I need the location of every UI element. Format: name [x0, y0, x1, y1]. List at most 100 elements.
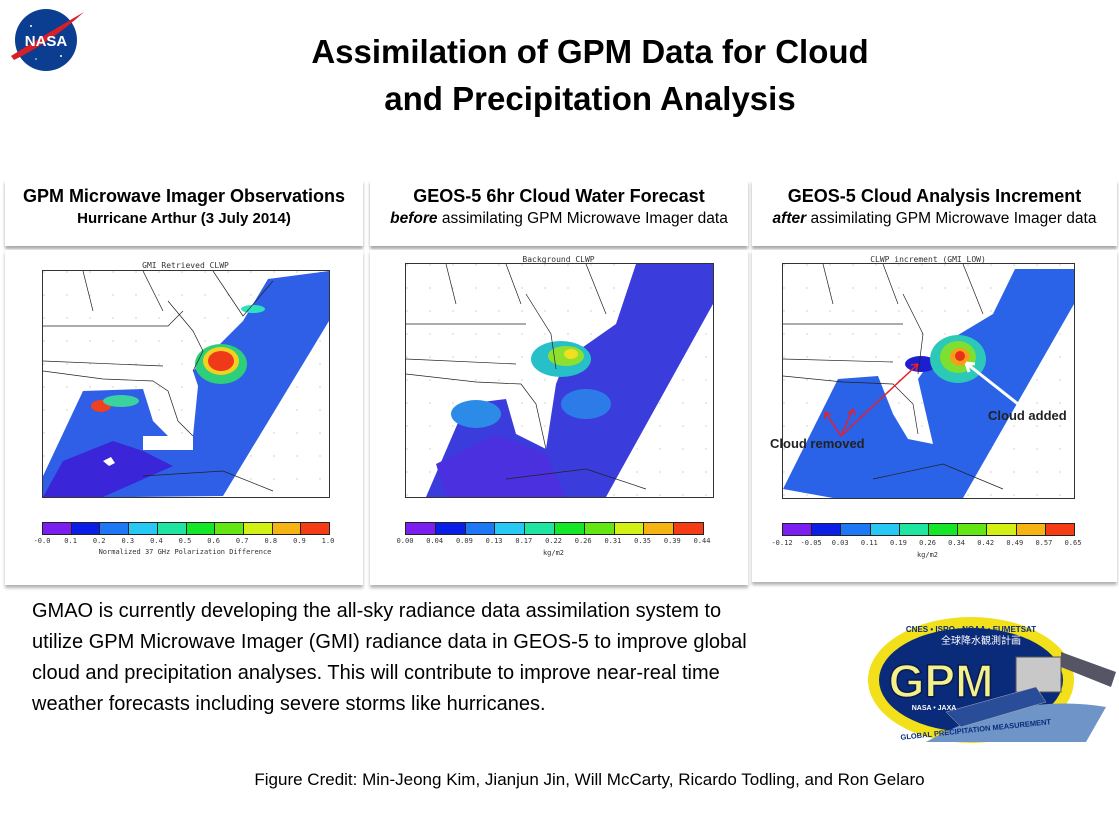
colorbar-tick-label: 0.5 [178, 537, 192, 545]
svg-text:NASA: NASA [25, 33, 68, 50]
colorbar-tick-label: -0.05 [800, 539, 822, 547]
panel-heading: GEOS-5 Cloud Analysis Increment [787, 186, 1082, 206]
clwp-increment-map [782, 263, 1075, 499]
description-paragraph: GMAO is currently developing the all-sky… [32, 596, 852, 720]
panel-3-header: GEOS-5 Cloud Analysis Increment after as… [752, 180, 1117, 246]
slide-title: Assimilation of GPM Data for Cloud and P… [200, 28, 980, 122]
colorbar-tick-label: 0.42 [977, 539, 995, 547]
colorbar-tick-label: 0.9 [293, 537, 306, 545]
colorbar-segment [435, 523, 466, 534]
colorbar-segment [157, 523, 187, 534]
cloud-removed-label: Cloud removed [770, 436, 865, 451]
colorbar-tick-label: 0.6 [207, 537, 220, 545]
colorbar-segment [71, 523, 101, 534]
colorbar-segment [129, 523, 158, 534]
background-clwp-map [405, 263, 714, 498]
colorbar-tick-label: 0.13 [485, 537, 503, 545]
colorbar-segment [301, 523, 330, 534]
colorbar-segment [929, 524, 959, 535]
colorbar-segment [584, 523, 615, 534]
colorbar-segment [783, 524, 813, 535]
colorbar-tick-label: 0.26 [919, 539, 936, 547]
colorbar-tick-label: 0.39 [663, 537, 681, 545]
colorbar-label: kg/m2 [916, 551, 939, 559]
colorbar-tick-label: -0.0 [33, 537, 51, 545]
colorbar-tick-label: 0.17 [515, 537, 533, 545]
colorbar-segment [987, 524, 1017, 535]
colorbar-tick-label: 0.34 [948, 539, 966, 547]
subheading-text: assimilating GPM Microwave Imager data [806, 210, 1097, 227]
colorbar-tick-label: 1.0 [321, 537, 335, 545]
panel-1-header: GPM Microwave Imager Observations Hurric… [5, 180, 363, 246]
colorbar-segment [644, 523, 675, 534]
map-title: GMI Retrieved CLWP [142, 261, 229, 270]
colorbar-segment [406, 523, 436, 534]
colorbar-segment [841, 524, 871, 535]
colorbar-tick-label: 0.65 [1064, 539, 1082, 547]
colorbar [42, 522, 330, 535]
colorbar-segment [525, 523, 555, 534]
colorbar-segment [899, 524, 930, 535]
panel-subheading: Hurricane Arthur (3 July 2014) [77, 210, 291, 227]
panel-heading: GEOS-5 6hr Cloud Water Forecast [413, 186, 705, 206]
subheading-emphasis: before [390, 210, 438, 227]
colorbar-tick-label: 0.35 [634, 537, 652, 545]
svg-text:CNES • ISRO • NOAA • EUMETSAT: CNES • ISRO • NOAA • EUMETSAT [906, 625, 1036, 634]
svg-text:GPM: GPM [889, 655, 994, 707]
colorbar-tick-label: 0.7 [235, 537, 249, 545]
colorbar-tick-label: 0.4 [150, 537, 163, 545]
panel-2-header: GEOS-5 6hr Cloud Water Forecast before a… [370, 180, 748, 246]
body-line: utilize GPM Microwave Imager (GMI) radia… [32, 631, 747, 653]
colorbar-tick-label: 0.8 [264, 537, 278, 545]
colorbar-segment [1016, 524, 1046, 535]
colorbar-segment [186, 523, 216, 534]
colorbar-segment [243, 523, 273, 534]
map-title: Background CLWP [522, 255, 595, 264]
colorbar [782, 523, 1075, 536]
colorbar-tick-label: 0.57 [1035, 539, 1053, 547]
gpm-logo: GPM CNES • ISRO • NOAA • EUMETSAT 全球降水観測… [868, 617, 1116, 743]
colorbar-label: kg/m2 [542, 549, 565, 557]
nasa-logo: NASA [11, 9, 84, 71]
body-line: GMAO is currently developing the all-sky… [32, 600, 722, 622]
colorbar-tick-label: 0.49 [1006, 539, 1024, 547]
subheading-emphasis: after [772, 210, 807, 227]
title-line-2: and Precipitation Analysis [384, 80, 796, 117]
colorbar-segment [43, 523, 72, 534]
colorbar-tick-label: 0.1 [64, 537, 77, 545]
colorbar-segment [812, 524, 842, 535]
colorbar-tick-label: 0.04 [426, 537, 444, 545]
svg-text:全球降水観測計画: 全球降水観測計画 [941, 634, 1021, 647]
panel-heading: GPM Microwave Imager Observations [22, 186, 346, 206]
colorbar [405, 522, 704, 535]
colorbar-segment [870, 524, 900, 535]
map-title: CLWP increment (GMI_LOW) [870, 255, 986, 264]
colorbar-segment [674, 523, 703, 534]
colorbar-ticks: 0.00 0.04 0.09 0.13 0.17 0.22 0.26 0.31 0.35 0.39… [397, 537, 711, 547]
colorbar-tick-label: 0.11 [860, 539, 878, 547]
colorbar-segment [215, 523, 244, 534]
colorbar-tick-label: 0.3 [121, 537, 135, 545]
colorbar-tick-label: 0.44 [693, 537, 711, 545]
colorbar-tick-label: 0.26 [574, 537, 592, 545]
cloud-added-label: Cloud added [988, 408, 1067, 423]
colorbar-tick-label: 0.22 [545, 537, 562, 545]
colorbar-segment [1045, 524, 1075, 535]
subheading-text: assimilating GPM Microwave Imager data [437, 210, 728, 227]
cloud-added-arrow [964, 361, 1019, 406]
colorbar-ticks: -0.0 0.1 0.2 0.3 0.4 0.5 0.6 0.7 0.8 0.9 1.0 [34, 537, 335, 547]
colorbar-tick-label: 0.00 [396, 537, 414, 545]
colorbar-label: Normalized 37 GHz Polarization Differenc… [98, 548, 272, 556]
figure-credit: Figure Credit: Min-Jeong Kim, Jianjun Ji… [254, 770, 925, 789]
colorbar-tick-label: -0.12 [771, 539, 793, 547]
colorbar-tick-label: 0.2 [92, 537, 106, 545]
cloud-removed-arrows [824, 363, 919, 437]
colorbar-segment [958, 524, 988, 535]
svg-text:NASA • JAXA: NASA • JAXA [912, 705, 957, 712]
colorbar-tick-label: 0.31 [604, 537, 622, 545]
colorbar-tick-label: 0.03 [831, 539, 849, 547]
colorbar-ticks: -0.12 -0.05 0.03 0.11 0.19 0.26 0.34 0.42 0.49 0.… [771, 539, 1081, 549]
colorbar-segment [554, 523, 585, 534]
colorbar-segment [614, 523, 645, 534]
colorbar-tick-label: 0.09 [455, 537, 473, 545]
